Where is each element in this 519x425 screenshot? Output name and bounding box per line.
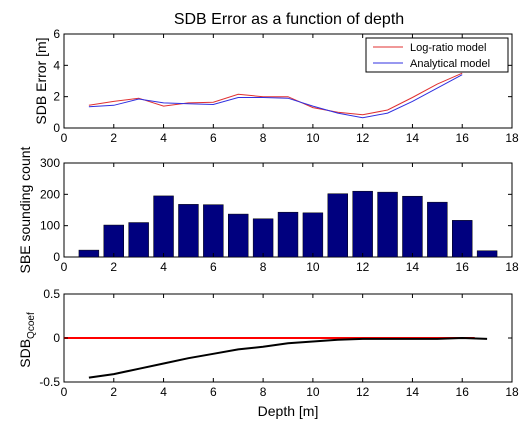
qcoef-y-label-sub: Qcoef (26, 312, 37, 339)
legend: Log-ratio model Analytical model (365, 37, 509, 73)
depth-x-label: Depth [m] (258, 403, 319, 419)
x-tick-label: 0 (61, 131, 68, 145)
x-tick-label: 10 (306, 385, 320, 399)
x-tick-label: 14 (406, 260, 420, 274)
count-bar (153, 195, 174, 258)
x-tick-label: 4 (160, 260, 167, 274)
x-tick-label: 6 (210, 260, 217, 274)
qcoef-y-label: SDBQcoef (17, 312, 37, 368)
x-tick-label: 12 (356, 131, 370, 145)
x-tick-label: 0 (61, 385, 68, 399)
x-tick-label: 4 (160, 131, 167, 145)
x-tick-label: 2 (110, 131, 117, 145)
legend-box (365, 37, 509, 73)
y-tick-label: 0 (53, 250, 60, 264)
error-lines (88, 72, 463, 119)
x-tick-label: 6 (210, 131, 217, 145)
x-tick-label: 18 (505, 260, 519, 274)
count-bar (128, 222, 149, 258)
x-tick-label: 16 (456, 260, 470, 274)
y-tick-label: 200 (40, 187, 60, 201)
count-bar (402, 195, 423, 258)
error-ticks: 0 2 4 6 8 10 12 14 16 18 0 2 4 6 (53, 27, 519, 145)
qcoef-ticks: 0 2 4 6 8 10 12 14 16 18-0.500.5 (39, 287, 519, 399)
count-y-label: SBE sounding count (17, 146, 33, 273)
count-bar (302, 212, 324, 258)
legend-label-analytical: Analytical model (410, 58, 490, 70)
x-tick-label: 8 (260, 385, 267, 399)
y-tick-label: 0 (53, 121, 60, 135)
count-bar (377, 191, 398, 258)
y-tick-label: 4 (53, 58, 60, 72)
x-tick-label: 10 (306, 260, 320, 274)
count-bar (252, 218, 274, 258)
x-tick-label: 12 (356, 260, 370, 274)
x-tick-label: 8 (260, 131, 267, 145)
x-tick-label: 2 (110, 260, 117, 274)
legend-label-log-ratio: Log-ratio model (410, 42, 486, 54)
x-tick-label: 18 (505, 385, 519, 399)
qcoef-y-label-main: SDB (17, 339, 33, 368)
y-tick-label: 6 (53, 27, 60, 41)
x-tick-label: 10 (306, 131, 320, 145)
qcoef-series-line-1 (88, 336, 488, 379)
x-tick-label: 8 (260, 260, 267, 274)
x-tick-label: 18 (505, 131, 519, 145)
y-tick-label: 2 (53, 90, 60, 104)
x-tick-label: 14 (406, 131, 420, 145)
count-bar (327, 193, 348, 258)
x-tick-label: 4 (160, 385, 167, 399)
count-bar (78, 249, 100, 258)
error-series-line-1 (88, 74, 463, 119)
count-bar (452, 220, 473, 258)
error-y-label: SDB Error [m] (33, 37, 49, 124)
count-bar (203, 204, 224, 258)
y-tick-label: 100 (40, 219, 60, 233)
x-tick-label: 2 (110, 385, 117, 399)
x-tick-label: 16 (456, 385, 470, 399)
y-tick-label: 0.5 (43, 287, 60, 301)
count-bar (103, 224, 124, 258)
y-tick-label: 0 (53, 331, 60, 345)
count-bar (277, 211, 299, 258)
x-tick-label: 0 (61, 260, 68, 274)
x-tick-label: 6 (210, 385, 217, 399)
qcoef-axes: 0 2 4 6 8 10 12 14 16 18-0.500.5 SDBQcoef Depth [… (17, 287, 519, 419)
count-bar (427, 201, 448, 258)
x-tick-label: 14 (406, 385, 420, 399)
count-ticks: 0 2 4 6 8 10 12 14 16 18 0 100 200 300 (40, 156, 519, 274)
x-tick-label: 16 (456, 131, 470, 145)
count-bar (228, 213, 249, 258)
y-tick-label: 300 (40, 156, 60, 170)
error-axes: 0 2 4 6 8 10 12 14 16 18 0 2 4 6 SDB Error [m] Log-ra… (33, 27, 519, 145)
count-axes: 0 2 4 6 8 10 12 14 16 18 0 100 200 300 SBE sounding c… (17, 146, 519, 274)
error-series-line-0 (88, 72, 463, 116)
figure-title: SDB Error as a function of depth (174, 11, 404, 28)
count-bar (178, 204, 199, 258)
count-bar (352, 190, 373, 258)
count-bar (476, 250, 498, 258)
qcoef-lines (64, 336, 488, 379)
count-bars (78, 190, 498, 258)
y-tick-label: -0.5 (39, 375, 60, 389)
x-tick-label: 12 (356, 385, 370, 399)
